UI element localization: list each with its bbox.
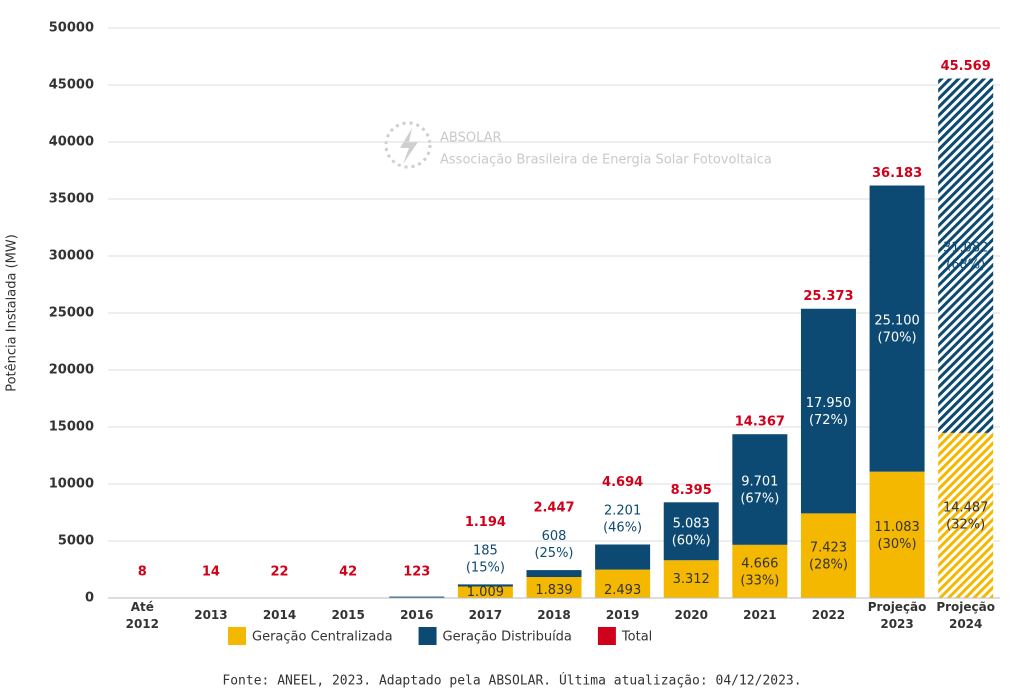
y-tick-label: 45000 <box>49 78 94 93</box>
y-tick-label: 50000 <box>49 21 94 36</box>
x-tick-label: Até 2012 <box>126 600 159 631</box>
x-tick-label: 2019 <box>606 608 639 622</box>
bar-segment <box>663 560 719 598</box>
x-tick-label: 2014 <box>263 608 296 622</box>
x-tick-label: Projeção 2024 <box>936 600 995 631</box>
bar-segment <box>457 584 513 587</box>
total-label: 8.395 <box>671 483 712 498</box>
value-label: 1.839 <box>535 583 572 598</box>
value-label: 3.312 <box>673 572 710 587</box>
bar-segment <box>457 586 513 598</box>
total-label: 2.447 <box>533 501 574 516</box>
bar-segment <box>938 432 994 598</box>
y-tick-label: 35000 <box>49 192 94 207</box>
watermark-title: ABSOLAR <box>440 131 502 146</box>
value-label: 14.487 (32%) <box>943 500 989 532</box>
x-tick-label: 2016 <box>400 608 433 622</box>
total-label: 8 <box>138 565 147 580</box>
x-tick-label: 2013 <box>194 608 227 622</box>
bar-segment <box>526 570 582 578</box>
legend-swatch <box>228 627 246 645</box>
y-tick-label: 15000 <box>49 420 94 435</box>
total-label: 25.373 <box>803 289 853 304</box>
legend-label: Total <box>621 630 652 645</box>
value-label: 9.701 (67%) <box>740 474 779 506</box>
bar-segment <box>732 544 788 598</box>
bar-segment <box>526 577 582 598</box>
x-tick-label: 2015 <box>331 608 364 622</box>
source: Fonte: ANEEL, 2023. Adaptado pela ABSOLA… <box>222 673 801 689</box>
x-tick-label: 2017 <box>469 608 502 622</box>
bar-segment <box>938 78 994 433</box>
value-label: 608 (25%) <box>534 529 573 561</box>
y-axis-label: Potência Instalada (MW) <box>5 234 20 392</box>
y-tick-label: 30000 <box>49 249 94 264</box>
x-tick-label: Projeção 2023 <box>868 600 927 631</box>
y-tick-label: 25000 <box>49 306 94 321</box>
y-tick-label: 40000 <box>49 135 94 150</box>
bar-segment <box>869 185 925 472</box>
bar-segment <box>800 308 856 514</box>
total-label: 42 <box>339 565 357 580</box>
value-label: 17.950 (72%) <box>806 396 852 428</box>
value-label: 11.083 (30%) <box>874 519 920 551</box>
value-label: 5.083 (60%) <box>672 516 711 548</box>
total-label: 45.569 <box>941 59 991 74</box>
x-tick-label: 2020 <box>675 608 708 622</box>
y-tick-label: 20000 <box>49 363 94 378</box>
total-label: 123 <box>403 565 430 580</box>
watermark-subtitle: Associação Brasileira de Energia Solar F… <box>440 153 772 168</box>
total-label: 36.183 <box>872 166 922 181</box>
watermark: ABSOLAR Associação Brasileira de Energia… <box>384 121 772 169</box>
legend-label: Geração Distribuída <box>443 630 572 645</box>
bar-segment <box>389 596 445 598</box>
bar-segment <box>732 434 788 545</box>
total-label: 14 <box>202 565 220 580</box>
x-tick-label: 2022 <box>812 608 845 622</box>
value-label: 25.100 (70%) <box>874 313 920 345</box>
total-label: 1.194 <box>465 515 506 530</box>
value-label: 1.009 <box>467 585 504 600</box>
value-label: 185 (15%) <box>466 543 505 575</box>
total-label: 22 <box>270 565 288 580</box>
y-tick-label: 0 <box>85 591 94 606</box>
total-label: 14.367 <box>735 415 785 430</box>
value-label: 7.423 (28%) <box>809 540 848 572</box>
total-label: 4.694 <box>602 475 643 490</box>
value-label: 2.493 <box>604 583 641 598</box>
y-tick-label: 10000 <box>49 477 94 492</box>
value-label: 31.082 (68%) <box>943 240 989 272</box>
y-tick-label: 5000 <box>58 534 94 549</box>
legend-swatch <box>418 627 437 645</box>
bar-segment <box>800 513 856 598</box>
bar-segment <box>869 471 925 598</box>
legend-label: Geração Centralizada <box>252 630 393 645</box>
x-tick-label: 2018 <box>537 608 570 622</box>
legend-swatch <box>597 627 616 645</box>
bar-segment <box>595 544 651 570</box>
bar-segment <box>595 569 651 598</box>
bar-segment <box>663 502 719 561</box>
value-label: 4.666 (33%) <box>740 556 779 588</box>
value-label: 2.201 (46%) <box>603 503 642 535</box>
x-tick-label: 2021 <box>743 608 776 622</box>
